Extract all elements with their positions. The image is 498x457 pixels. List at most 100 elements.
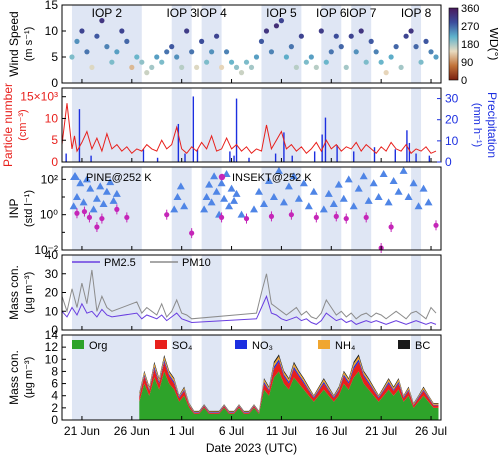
legend-label: NH₄ — [335, 340, 356, 352]
pine-point — [359, 172, 368, 180]
pine-point — [289, 172, 298, 180]
pine-point — [237, 210, 246, 218]
wind-point — [104, 44, 110, 50]
legend-label: BC — [415, 340, 430, 352]
insekt-point — [433, 222, 439, 228]
legend-label: SO₄ — [172, 340, 193, 352]
precipitation-bar — [248, 157, 250, 162]
y-tick-label: 0 — [51, 76, 58, 90]
pine-point — [212, 187, 221, 195]
wind-point — [338, 44, 344, 50]
iop-band-inp — [351, 167, 372, 250]
pine-point — [102, 187, 111, 195]
wind-point — [303, 59, 309, 65]
pine-point — [304, 202, 313, 210]
y-tick-label-right: 20 — [445, 113, 459, 127]
pine-point — [92, 194, 101, 202]
panel-frame-particles — [61, 87, 442, 163]
insekt-point — [218, 214, 225, 221]
y-axis-title-left: Particle number — [1, 83, 15, 167]
wind-point — [154, 54, 160, 60]
pine-point — [109, 196, 118, 204]
wind-point — [288, 44, 294, 50]
wind-point — [144, 70, 150, 76]
iop-band-particles — [201, 88, 222, 162]
precipitation-bar — [90, 155, 92, 162]
y-tick-label: 12 — [45, 340, 59, 354]
pine-point — [96, 182, 105, 190]
wind-point — [243, 59, 250, 65]
iop-band-species — [201, 335, 222, 420]
legend-swatch — [72, 340, 84, 349]
legend-swatch — [318, 340, 330, 349]
legend-swatch — [155, 340, 167, 349]
y-axis-title-right: Precipitation — [485, 92, 498, 158]
y-tick-label: 10 — [45, 304, 59, 318]
pine-point — [227, 184, 236, 192]
iop-band-particles — [71, 88, 142, 162]
legend-swatch — [235, 340, 247, 349]
wind-point — [174, 54, 180, 60]
iop-label: IOP 8 — [401, 6, 432, 20]
area-org — [139, 371, 439, 420]
y-tick-label: 15 — [45, 0, 59, 12]
precipitation-bar — [156, 157, 159, 162]
y-tick-label: 4 — [51, 389, 58, 403]
wind-point — [238, 70, 245, 76]
legend-label: NO₃ — [252, 340, 273, 352]
y-axis-unit: (µg m⁻³) — [23, 272, 35, 313]
precipitation-bar — [373, 147, 376, 162]
legend-insekt-label: INSEKT@252 K — [232, 172, 312, 184]
wind-point — [129, 64, 135, 70]
y-tick-label: 0 — [51, 323, 58, 337]
pine-point — [69, 202, 78, 210]
wind-point — [293, 64, 299, 70]
wind-point — [323, 59, 329, 65]
y-tick-label: 30 — [45, 267, 59, 281]
wind-point — [169, 44, 175, 50]
wind-point — [333, 33, 339, 39]
pine-point — [176, 182, 185, 190]
wind-point — [428, 49, 434, 55]
pine-point — [269, 193, 278, 201]
area-so — [139, 361, 439, 414]
wind-point — [358, 28, 364, 34]
x-tick-label: 1 Jul — [169, 424, 194, 438]
pine-point — [76, 179, 85, 187]
y-tick-label: 40 — [45, 248, 59, 262]
precipitation-bar — [283, 132, 285, 162]
pine-point — [89, 205, 98, 213]
precipitation-bar — [233, 155, 235, 162]
insekt-point — [81, 208, 88, 215]
pine-point — [414, 202, 423, 210]
insekt-point — [99, 215, 105, 222]
y-tick-label: 8 — [51, 364, 58, 378]
wind-point — [258, 38, 265, 45]
pine-point — [254, 187, 263, 195]
pine-point — [319, 205, 328, 213]
precipitation-bar — [313, 151, 316, 162]
pine-point — [210, 172, 219, 180]
y-axis-title: Wind Speed — [7, 11, 21, 76]
y-tick-label: 10 — [45, 352, 59, 366]
wind-point — [348, 33, 354, 39]
x-tick-label: 26 Jun — [114, 424, 150, 438]
insekt-point — [313, 214, 319, 221]
precipitation-bar — [336, 145, 338, 162]
pine-point — [230, 196, 239, 204]
wind-point — [184, 28, 190, 34]
pine-point — [264, 177, 273, 185]
iop-label: IOP 2 — [92, 6, 123, 20]
insekt-point — [243, 215, 250, 222]
iop-band-wind — [171, 5, 192, 83]
wind-point — [413, 44, 419, 50]
y-axis-unit: (µg m⁻³) — [23, 357, 35, 398]
wind-point — [114, 49, 120, 55]
wind-point — [393, 44, 399, 50]
y-tick-label-left: 5 — [51, 133, 58, 147]
iop-label: IOP 6 — [316, 6, 347, 20]
iop-band-inp — [71, 167, 142, 250]
wind-point — [69, 54, 75, 60]
iop-band-pm — [321, 255, 342, 330]
